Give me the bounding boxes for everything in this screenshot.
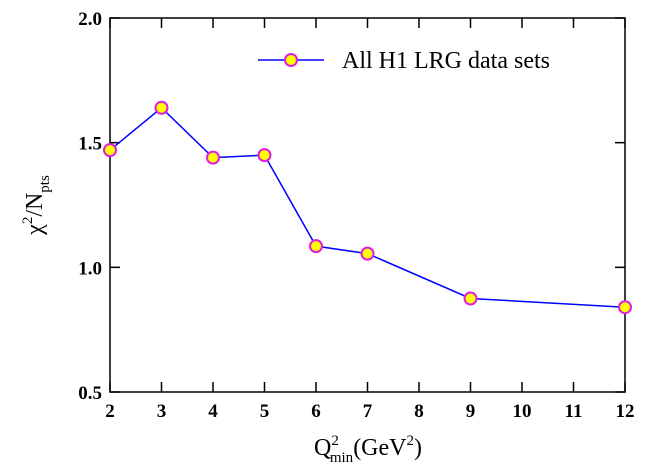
data-point xyxy=(154,100,169,115)
x-label-sub: min xyxy=(330,450,354,466)
y-axis-label: χ2/Npts xyxy=(20,175,53,236)
legend-label: All H1 LRG data sets xyxy=(342,48,550,74)
x-tick-label: 11 xyxy=(565,401,583,422)
x-tick-label: 5 xyxy=(260,401,270,422)
x-tick-label: 7 xyxy=(363,401,373,422)
data-point xyxy=(257,148,272,163)
x-label-part: (GeV xyxy=(353,435,407,461)
x-label-part: ) xyxy=(414,435,422,461)
data-point xyxy=(206,150,220,165)
data-point xyxy=(103,143,117,158)
x-tick-label: 9 xyxy=(466,401,476,422)
legend-marker xyxy=(284,53,298,67)
data-point xyxy=(309,239,323,254)
x-tick-label: 8 xyxy=(414,401,424,422)
x-tick-label: 10 xyxy=(513,401,532,422)
y-tick-label: 1.5 xyxy=(78,134,102,155)
x-label-sup: 2 xyxy=(331,433,339,449)
y-label-part: χ xyxy=(22,224,48,236)
x-tick-label: 4 xyxy=(208,401,218,422)
y-label-part: /N xyxy=(22,193,48,217)
y-tick-label: 0.5 xyxy=(78,383,102,404)
x-label-sup: 2 xyxy=(407,433,415,449)
y-tick-label: 2.0 xyxy=(78,9,102,30)
series-line xyxy=(109,106,626,308)
y-label-sup: 2 xyxy=(20,217,36,225)
x-tick-label: 12 xyxy=(616,401,635,422)
y-label-sub: pts xyxy=(37,175,53,193)
x-tick-label: 6 xyxy=(311,401,321,422)
x-axis-label: Q2 min(GeV2) xyxy=(314,433,422,466)
x-tick-label: 2 xyxy=(105,401,115,422)
x-label-part: Q xyxy=(314,435,331,461)
data-point xyxy=(618,300,632,315)
plot-frame xyxy=(109,17,626,393)
x-tick-label: 3 xyxy=(157,401,167,422)
data-point xyxy=(463,291,478,306)
y-tick-label: 1.0 xyxy=(78,258,102,279)
data-point xyxy=(360,246,375,261)
